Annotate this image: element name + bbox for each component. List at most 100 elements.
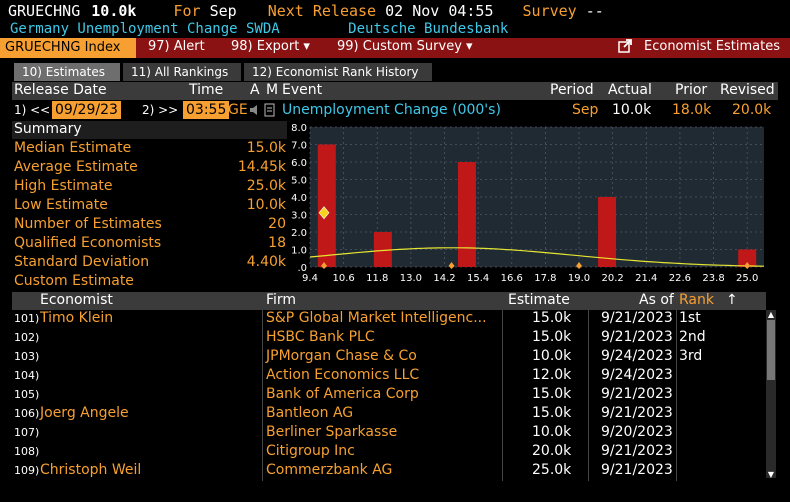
- event-period: Sep: [572, 102, 599, 118]
- external-link-icon[interactable]: [618, 39, 632, 57]
- as-of-header[interactable]: As of: [639, 292, 674, 308]
- actual-header: Actual: [608, 82, 652, 98]
- column-divider: [588, 348, 589, 367]
- custom-survey-menu[interactable]: 99) Custom Survey ▾: [337, 39, 473, 54]
- table-row[interactable]: 107) Berliner Sparkasse 10.0k 9/20/2023: [12, 424, 766, 443]
- summary-value: 20: [268, 216, 286, 232]
- firm-name[interactable]: Commerzbank AG: [266, 462, 393, 478]
- x-tick-label: 22.6: [669, 273, 691, 284]
- row-index: 105): [14, 388, 40, 401]
- economist-name[interactable]: Christoph Weil: [40, 462, 142, 478]
- event-actual: 10.0k: [612, 102, 652, 118]
- firm-name[interactable]: Citigroup Inc: [266, 443, 355, 459]
- economist-name[interactable]: Joerg Angele: [40, 405, 129, 421]
- event-name[interactable]: Unemployment Change (000's): [282, 102, 501, 118]
- summary-row[interactable]: Custom Estimate: [14, 273, 286, 292]
- index-button[interactable]: GRUECHNG Index: [0, 38, 136, 58]
- y-tick-label: 4.0: [291, 193, 307, 204]
- sort-arrow-icon[interactable]: ↑: [726, 292, 738, 308]
- economist-estimates-button[interactable]: Economist Estimates: [644, 39, 780, 54]
- tab-all-rankings[interactable]: 11) All Rankings: [123, 63, 241, 81]
- economist-name[interactable]: Timo Klein: [40, 310, 114, 326]
- as-of-date: 9/24/2023: [601, 348, 673, 364]
- rank-value: 3rd: [679, 348, 703, 364]
- scroll-thumb[interactable]: [767, 320, 775, 380]
- firm-name[interactable]: S&P Global Market Intelligenc...: [266, 310, 487, 326]
- next-release-button[interactable]: 2) >>: [142, 103, 179, 117]
- firm-header[interactable]: Firm: [266, 292, 297, 308]
- as-of-date: 9/21/2023: [601, 405, 673, 421]
- x-tick-label: 14.2: [433, 273, 455, 284]
- x-tick-label: 20.2: [602, 273, 624, 284]
- y-tick-label: 8.0: [291, 123, 307, 134]
- speaker-icon[interactable]: [249, 103, 261, 121]
- summary-label: Standard Deviation: [14, 254, 150, 270]
- column-header-row: Release Date Time A M Event Period Actua…: [12, 82, 778, 100]
- column-divider: [262, 310, 263, 329]
- economist-header[interactable]: Economist: [40, 292, 113, 308]
- event-row: 1) << 09/29/23 2) >> 03:55 GE Unemployme…: [12, 101, 778, 121]
- firm-name[interactable]: Berliner Sparkasse: [266, 424, 398, 440]
- rank-value: 2nd: [679, 329, 706, 345]
- column-divider: [588, 443, 589, 462]
- firm-name[interactable]: JPMorgan Chase & Co: [266, 348, 417, 364]
- column-divider: [262, 462, 263, 481]
- table-row[interactable]: 103) JPMorgan Chase & Co 10.0k 9/24/2023 3rd: [12, 348, 766, 367]
- x-tick-label: 21.4: [635, 273, 657, 284]
- column-divider: [588, 386, 589, 405]
- y-tick-label: .0: [297, 263, 307, 274]
- as-of-date: 9/20/2023: [601, 424, 673, 440]
- chart-svg: 8.0 7.0 6.0 5.0 4.0 3.0 2.0 1.0 .09.4 10.6 11.8 13.…: [291, 123, 765, 284]
- estimate-value: 10.0k: [532, 348, 572, 364]
- firm-name[interactable]: HSBC Bank PLC: [266, 329, 375, 345]
- scroll-down-icon[interactable]: ▼: [767, 470, 775, 479]
- column-divider: [502, 424, 503, 443]
- event-header: Event: [282, 82, 323, 98]
- summary-row: Number of Estimates 20: [14, 216, 286, 235]
- event-revised: 20.0k: [732, 102, 772, 118]
- estimate-value: 15.0k: [532, 386, 572, 402]
- estimate-header[interactable]: Estimate: [508, 292, 570, 308]
- last-value: 10.0k: [91, 2, 137, 20]
- firm-name[interactable]: Action Economics LLC: [266, 367, 420, 383]
- table-row[interactable]: 109) Christoph Weil Commerzbank AG 25.0k 9/2…: [12, 462, 766, 481]
- export-menu[interactable]: 98) Export ▾: [231, 39, 310, 54]
- tab-estimates[interactable]: 10) Estimates: [14, 63, 120, 81]
- previous-release-button[interactable]: 1) <<: [14, 103, 51, 117]
- firm-name[interactable]: Bantleon AG: [266, 405, 354, 421]
- column-divider: [262, 329, 263, 348]
- scroll-up-icon[interactable]: ▲: [767, 310, 775, 319]
- x-tick-label: 13.0: [400, 273, 422, 284]
- column-divider: [502, 329, 503, 348]
- tab-economist-rank-history[interactable]: 12) Economist Rank History: [244, 63, 432, 81]
- estimate-value: 12.0k: [532, 367, 572, 383]
- table-row[interactable]: 101) Timo Klein S&P Global Market Intellig…: [12, 310, 766, 329]
- summary-label: Average Estimate: [14, 159, 138, 175]
- table-row[interactable]: 102) HSBC Bank PLC 15.0k 9/21/2023 2nd: [12, 329, 766, 348]
- table-header: Economist Firm Estimate As of Rank ↑: [12, 292, 766, 310]
- table-row[interactable]: 104) Action Economics LLC 12.0k 9/24/2023: [12, 367, 766, 386]
- summary-value: 18: [268, 235, 286, 251]
- as-of-date: 9/21/2023: [601, 462, 673, 478]
- document-icon[interactable]: [264, 103, 276, 121]
- rank-header[interactable]: Rank: [679, 292, 714, 308]
- a-header: A: [250, 82, 260, 98]
- row-index: 102): [14, 331, 40, 344]
- y-tick-label: 2.0: [291, 228, 307, 239]
- table-row[interactable]: 105) Bank of America Corp 15.0k 9/21/2023: [12, 386, 766, 405]
- table-row[interactable]: 108) Citigroup Inc 20.0k 9/21/2023: [12, 443, 766, 462]
- alert-menu[interactable]: 97) Alert: [148, 39, 205, 54]
- column-divider: [588, 367, 589, 386]
- column-divider: [676, 329, 677, 348]
- table-row[interactable]: 106) Joerg Angele Bantleon AG 15.0k 9/21/202…: [12, 405, 766, 424]
- series-name: Germany Unemployment Change SWDA: [10, 21, 280, 37]
- summary-value: 25.0k: [246, 178, 286, 194]
- row-index: 107): [14, 426, 40, 439]
- summary-label: Low Estimate: [14, 197, 108, 213]
- firm-name[interactable]: Bank of America Corp: [266, 386, 419, 402]
- scrollbar[interactable]: ▲ ▼: [766, 310, 776, 479]
- bar: [457, 162, 476, 267]
- summary-row: Median Estimate 15.0k: [14, 140, 286, 159]
- toolbar: GRUECHNG Index 97) Alert 98) Export ▾ 99…: [0, 38, 790, 58]
- release-date-field[interactable]: 09/29/23: [52, 101, 121, 119]
